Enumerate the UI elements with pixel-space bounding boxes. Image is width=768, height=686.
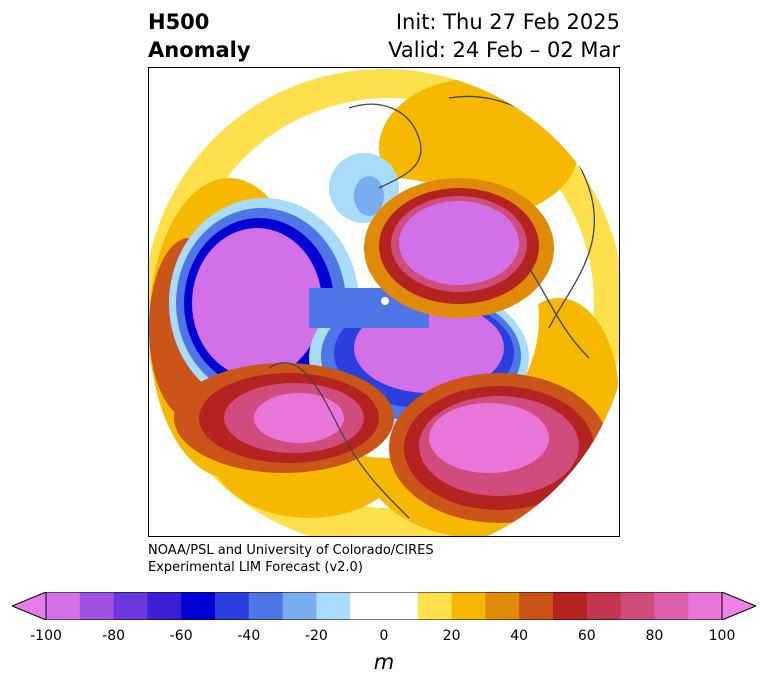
colorbar-bin (417, 592, 453, 620)
colorbar-bin (147, 592, 182, 620)
colorbar (12, 592, 756, 620)
colorbar-extend-high (721, 592, 756, 620)
colorbar-bin (519, 592, 554, 620)
colorbar-unit: m (373, 650, 395, 674)
colorbar-bin (46, 592, 81, 620)
title-type: Anomaly (148, 38, 251, 62)
colorbar-tick-label: -60 (169, 628, 193, 644)
coastline-eurasia (448, 95, 595, 329)
colorbar-bin (181, 592, 216, 620)
colorbar-bin (451, 592, 486, 620)
colorbar-tick-label: 60 (577, 628, 596, 644)
anomaly-map (148, 67, 620, 537)
colorbar-tick-label: 40 (510, 628, 529, 644)
credit-line1: NOAA/PSL and University of Colorado/CIRE… (148, 543, 434, 558)
valid-range: Valid: 24 Feb – 02 Mar (388, 38, 620, 62)
colorbar-bin (485, 592, 520, 620)
colorbar-bin (384, 592, 419, 620)
map-canvas (149, 69, 619, 536)
title-right: Init: Thu 27 Feb 2025 Valid: 24 Feb – 02… (388, 8, 620, 64)
colorbar-bin (113, 592, 148, 620)
title-left: H500 Anomaly (148, 8, 251, 64)
colorbar-tick-label: 0 (379, 628, 389, 644)
colorbar-bin (688, 592, 723, 620)
colorbar-bin (586, 592, 622, 620)
colorbar-tick-label: 100 (708, 628, 736, 644)
colorbar-bin (282, 592, 317, 620)
colorbar-bin (620, 592, 655, 620)
pos-west-center (254, 393, 344, 443)
coastline-north-america (268, 362, 410, 519)
arctic-blue (354, 176, 384, 216)
colorbar-bin (248, 592, 284, 620)
colorbar-tick-label: 20 (442, 628, 461, 644)
colorbar-bin (350, 592, 385, 620)
colorbar-tick-label: -40 (237, 628, 261, 644)
colorbar-tick-label: -20 (304, 628, 328, 644)
colorbar-extend-low (12, 592, 47, 620)
title-variable: H500 (148, 10, 210, 34)
init-date: Init: Thu 27 Feb 2025 (395, 10, 620, 34)
colorbar-bin (79, 592, 115, 620)
credit: NOAA/PSL and University of Colorado/CIRE… (148, 542, 434, 576)
credit-line2: Experimental LIM Forecast (v2.0) (148, 560, 363, 575)
colorbar-tick-label: -100 (30, 628, 62, 644)
colorbar-bin (215, 592, 250, 620)
colorbar-tick-label: -80 (102, 628, 126, 644)
north-pole (381, 297, 389, 305)
colorbar-bin (316, 592, 351, 620)
neg-pacific-center (192, 228, 322, 378)
coastline-greenland (348, 103, 422, 189)
pos-siberia-center (399, 201, 519, 285)
colorbar-tick-label: 80 (645, 628, 664, 644)
pos-atlantic-center (429, 403, 549, 473)
colorbar-bin (553, 592, 588, 620)
coastline-europe (528, 267, 590, 359)
colorbar-bin (654, 592, 689, 620)
